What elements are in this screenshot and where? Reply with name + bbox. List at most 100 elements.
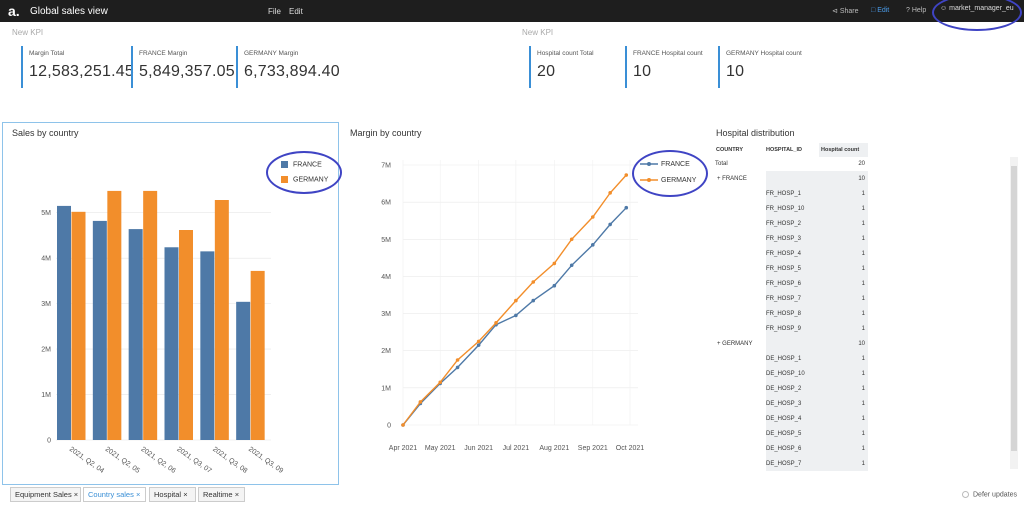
kpi-value: 20 — [537, 63, 556, 80]
cell-hospital-count: 1 — [861, 386, 865, 392]
close-icon[interactable]: × — [234, 490, 240, 499]
table-row[interactable]: + FRANCE 10 — [713, 172, 868, 187]
kpi-label: GERMANY Hospital count — [726, 50, 802, 57]
kpi-value: 12,583,251.45 — [29, 63, 134, 80]
monitor-icon: □ — [871, 7, 876, 14]
cell-hospital-count: 1 — [861, 251, 865, 257]
sales-chart-title: Sales by country — [12, 128, 79, 138]
kpi-france-margin[interactable]: FRANCE Margin 5,849,357.05 — [131, 46, 235, 88]
kpi-margin-total[interactable]: Margin Total 12,583,251.45 — [21, 46, 134, 88]
cell-hospital-id: FR_HOSP_9 — [766, 326, 802, 332]
column-header-hospital-count[interactable]: Hospital count — [819, 143, 868, 157]
table-row[interactable]: DE_HOSP_10 1 — [713, 367, 868, 382]
cell-hospital-count: 1 — [861, 296, 865, 302]
table-row[interactable]: DE_HOSP_1 1 — [713, 352, 868, 367]
x-tick-label: 2021, Q3, 09 — [247, 446, 284, 475]
tab-country-sales[interactable]: Country sales × — [83, 487, 146, 502]
bar-france — [200, 251, 215, 440]
column-header-country[interactable]: COUNTRY — [716, 147, 743, 153]
line-point-france — [514, 313, 518, 318]
cell-country[interactable]: + GERMANY — [717, 341, 753, 347]
table-row[interactable]: FR_HOSP_2 1 — [713, 217, 868, 232]
close-icon[interactable]: × — [135, 490, 141, 499]
close-icon[interactable]: × — [73, 490, 79, 499]
margin-line-chart: 0 1M 2M 3M 4M 5M 6M 7M Apr 2021 May 2021 Jun 2021 J… — [381, 160, 644, 452]
cell-hospital-count: 1 — [861, 266, 865, 272]
table-row[interactable]: DE_HOSP_2 1 — [713, 382, 868, 397]
y-tick-label: 0 — [387, 423, 391, 430]
help-button[interactable]: ? Help — [906, 7, 927, 14]
table-shade — [766, 171, 868, 471]
column-header-hospital-id[interactable]: HOSPITAL_ID — [766, 147, 802, 153]
cell-hospital-id: DE_HOSP_3 — [766, 401, 802, 407]
app-logo[interactable]: a. — [8, 3, 20, 19]
table-row[interactable]: DE_HOSP_4 1 — [713, 412, 868, 427]
table-row[interactable]: DE_HOSP_3 1 — [713, 397, 868, 412]
line-point-germany — [608, 191, 612, 195]
kpi-value: 5,849,357.05 — [139, 63, 235, 80]
table-row[interactable]: + GERMANY 10 — [713, 337, 868, 352]
kpi-label: Hospital count Total — [537, 50, 594, 57]
scrollbar-thumb[interactable] — [1011, 166, 1017, 451]
cell-hospital-id: FR_HOSP_6 — [766, 281, 802, 287]
cell-hospital-count: 1 — [861, 461, 865, 467]
y-tick-label: 2M — [41, 347, 51, 354]
y-tick-label: 1M — [41, 392, 51, 399]
line-point-france — [569, 263, 574, 268]
table-row[interactable]: Total 20 — [713, 157, 868, 172]
kpi-label: Margin Total — [29, 50, 65, 57]
cell-country[interactable]: + FRANCE — [717, 176, 747, 182]
cell-hospital-id: DE_HOSP_5 — [766, 431, 802, 437]
defer-updates-toggle[interactable]: Defer updates — [962, 491, 1017, 498]
cell-hospital-count: 10 — [858, 176, 865, 182]
line-point-germany — [401, 423, 405, 427]
table-row[interactable]: FR_HOSP_10 1 — [713, 202, 868, 217]
y-tick-label: 5M — [41, 210, 51, 217]
cell-hospital-id: FR_HOSP_5 — [766, 266, 802, 272]
sales-by-country-panel[interactable] — [2, 122, 339, 485]
tab-equipment-sales[interactable]: Equipment Sales × — [10, 487, 81, 502]
kpi-left-title: New KPI — [12, 28, 44, 37]
table-row[interactable]: FR_HOSP_8 1 — [713, 307, 868, 322]
y-tick-label: 3M — [41, 301, 51, 308]
cell-hospital-count: 1 — [861, 416, 865, 422]
table-scrollbar[interactable] — [1010, 157, 1018, 469]
cell-hospital-count: 20 — [858, 161, 865, 167]
table-row[interactable]: FR_HOSP_3 1 — [713, 232, 868, 247]
table-row[interactable]: FR_HOSP_1 1 — [713, 187, 868, 202]
table-row[interactable]: FR_HOSP_9 1 — [713, 322, 868, 337]
cell-hospital-count: 1 — [861, 356, 865, 362]
x-tick-label: 2021, Q2, 05 — [104, 446, 141, 475]
x-tick-label: 2021, Q2, 04 — [68, 446, 105, 475]
kpi-france-hospital-count[interactable]: FRANCE Hospital count 10 — [625, 46, 703, 88]
menu-edit[interactable]: Edit — [289, 7, 303, 16]
line-point-france — [531, 298, 536, 303]
annotation-circle-line-legend — [632, 150, 708, 197]
y-tick-label: 5M — [381, 237, 391, 244]
hospital-table-title: Hospital distribution — [716, 128, 795, 138]
y-tick-label: 7M — [381, 163, 391, 170]
share-button[interactable]: ⊲ Share — [832, 8, 859, 15]
table-row[interactable]: DE_HOSP_7 1 — [713, 457, 868, 472]
table-row[interactable]: FR_HOSP_6 1 — [713, 277, 868, 292]
cell-hospital-id: FR_HOSP_2 — [766, 221, 802, 227]
table-row[interactable]: DE_HOSP_5 1 — [713, 427, 868, 442]
tab-hospital[interactable]: Hospital × — [149, 487, 196, 502]
line-point-france — [455, 365, 460, 370]
table-row[interactable]: FR_HOSP_7 1 — [713, 292, 868, 307]
table-row[interactable]: FR_HOSP_5 1 — [713, 262, 868, 277]
edit-button[interactable]: □ Edit — [871, 7, 890, 14]
x-tick-label: Sep 2021 — [578, 445, 608, 452]
table-row[interactable]: DE_HOSP_6 1 — [713, 442, 868, 457]
menu-file[interactable]: File — [268, 7, 281, 16]
table-row[interactable]: FR_HOSP_4 1 — [713, 247, 868, 262]
tab-realtime[interactable]: Realtime × — [198, 487, 245, 502]
line-point-germany — [476, 339, 481, 344]
kpi-germany-hospital-count[interactable]: GERMANY Hospital count 10 — [718, 46, 802, 88]
close-icon[interactable]: × — [183, 490, 188, 499]
line-point-germany — [438, 380, 443, 385]
kpi-hospital-count-total[interactable]: Hospital count Total 20 — [529, 46, 594, 88]
kpi-germany-margin[interactable]: GERMANY Margin 6,733,894.40 — [236, 46, 340, 88]
help-icon: ? — [906, 7, 910, 14]
line-point-germany — [624, 173, 629, 177]
